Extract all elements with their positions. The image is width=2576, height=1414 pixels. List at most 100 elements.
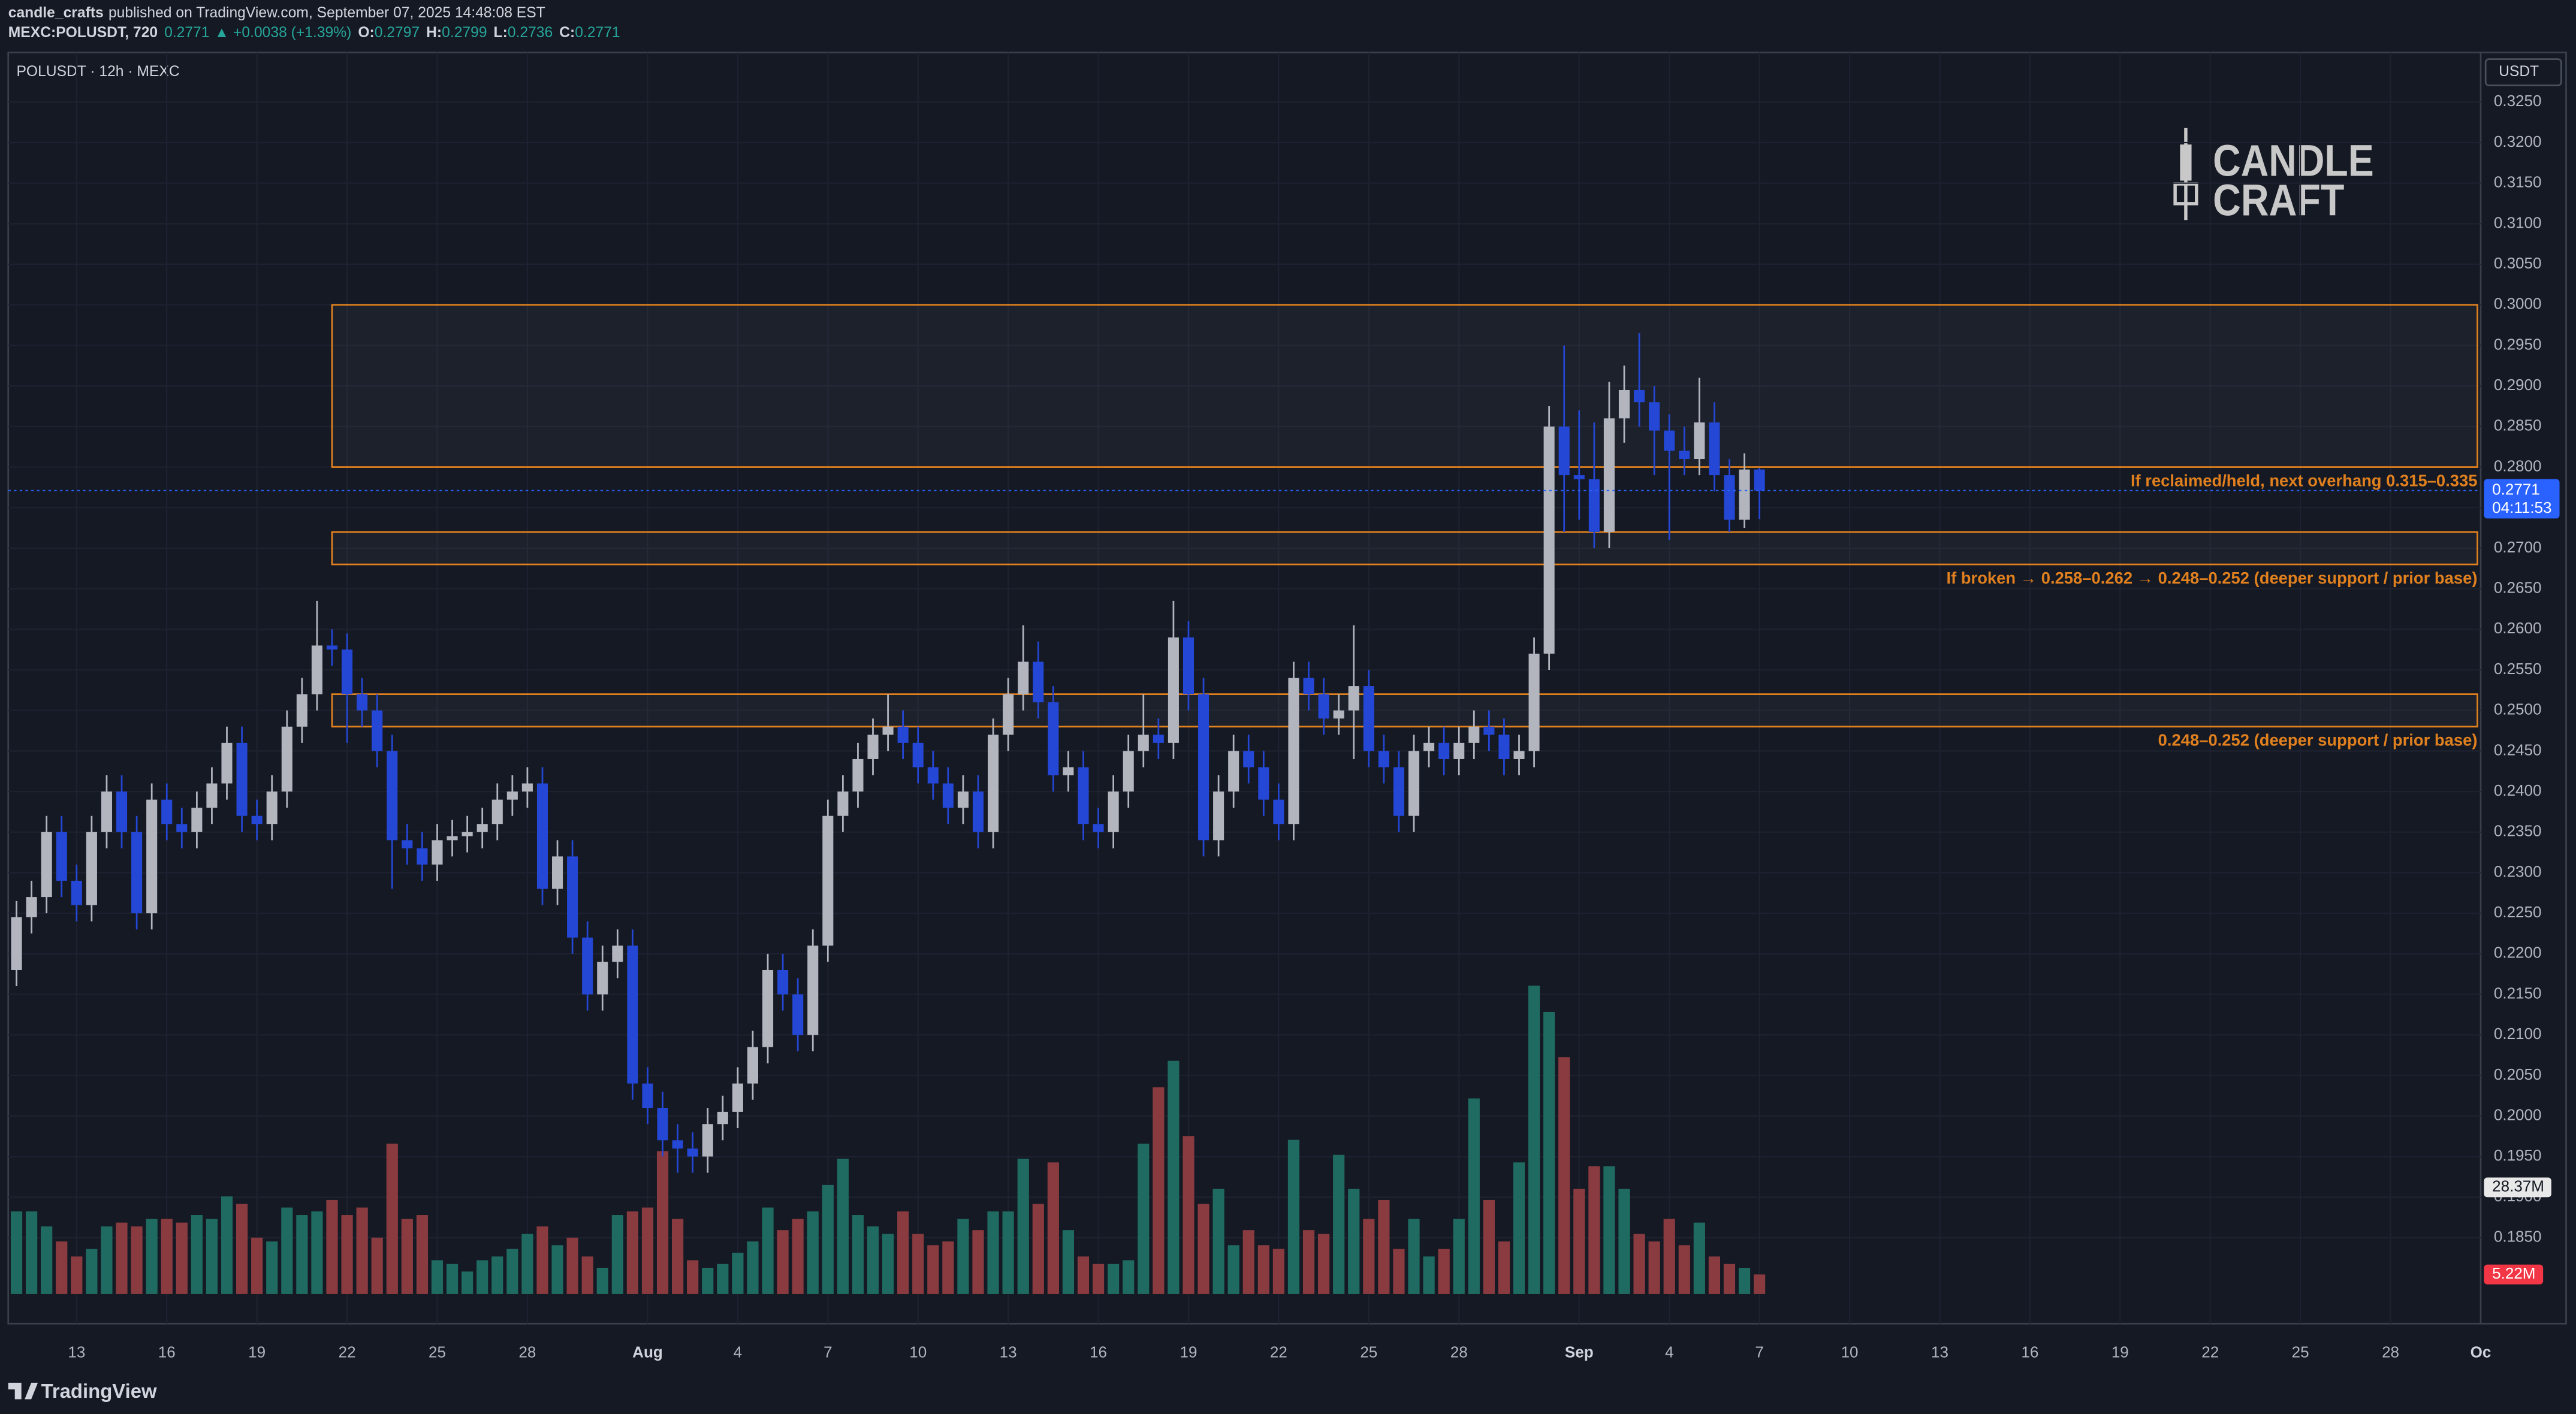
x-tick-label: 16 xyxy=(1090,1343,1107,1361)
annotation: 0.248–0.252 (deeper support / prior base… xyxy=(2158,731,2478,750)
candle-body xyxy=(1543,426,1555,654)
volume-bar xyxy=(1633,1234,1645,1294)
candle-body xyxy=(1333,710,1344,719)
change: ▲ +0.0038 (+1.39%) xyxy=(215,24,352,40)
volume-bar xyxy=(852,1215,864,1294)
y-tick-label: 0.3150 xyxy=(2494,173,2542,191)
x-tick-label: 19 xyxy=(2112,1343,2129,1361)
volume-bar xyxy=(1513,1162,1525,1294)
volume-bar xyxy=(1708,1256,1721,1294)
candle-body xyxy=(447,836,458,841)
candle-body xyxy=(1003,694,1014,735)
candle-body xyxy=(1453,742,1465,759)
x-tick-label: 13 xyxy=(1931,1343,1948,1361)
author: candle_crafts xyxy=(8,4,104,20)
x-tick-label: 10 xyxy=(909,1343,927,1361)
last-volume-label: 5.22M xyxy=(2492,1264,2535,1282)
candle-body xyxy=(702,1124,713,1157)
candle-body xyxy=(582,937,593,995)
ohlc-value: 0.2799 xyxy=(442,24,487,40)
candle-body xyxy=(1664,430,1675,451)
volume-bar xyxy=(1738,1267,1751,1294)
volume-bar xyxy=(1573,1189,1585,1294)
candle-body xyxy=(476,824,488,832)
y-tick-label: 0.2450 xyxy=(2494,741,2542,759)
candle-body xyxy=(792,994,804,1035)
candle-body xyxy=(1288,678,1299,824)
candle-body xyxy=(1679,451,1690,460)
zone xyxy=(331,304,2478,468)
candle-body xyxy=(536,783,548,889)
pane-title: POLUSDT · 12h · MEXC xyxy=(16,64,179,80)
volume-bar xyxy=(491,1256,503,1294)
volume-bar xyxy=(266,1241,278,1294)
candle-body xyxy=(972,791,984,832)
volume-bar xyxy=(897,1211,909,1294)
volume-bar xyxy=(656,1151,669,1294)
x-tick-label: 22 xyxy=(2201,1343,2219,1361)
x-tick-label: 22 xyxy=(1270,1343,1287,1361)
candle-body xyxy=(41,832,52,898)
volume-bar xyxy=(1678,1245,1690,1294)
y-tick-label: 0.2650 xyxy=(2494,579,2542,597)
candle-body xyxy=(852,759,864,792)
y-tick-label: 0.2400 xyxy=(2494,781,2542,799)
candle-body xyxy=(221,742,233,784)
volume-bar xyxy=(506,1249,518,1294)
volume-bar xyxy=(26,1211,38,1294)
candle-body xyxy=(101,791,113,832)
candle-body xyxy=(732,1083,743,1112)
header-line: MEXC:POLUSDT, 720 0.2771 ▲ +0.0038 (+1.39%… xyxy=(8,24,620,40)
candle-body xyxy=(311,645,322,694)
volume-bar xyxy=(702,1267,714,1294)
candle-body xyxy=(1138,735,1149,751)
volume-bar xyxy=(1423,1256,1435,1294)
candle-body xyxy=(357,694,368,711)
volume-bar xyxy=(1723,1264,1736,1294)
volume-bar xyxy=(371,1237,383,1294)
x-tick-label: Oc xyxy=(2471,1343,2491,1361)
volume-bar xyxy=(116,1222,128,1294)
y-tick-label: 0.2950 xyxy=(2494,335,2542,353)
candle-body xyxy=(521,783,533,792)
volume-bar xyxy=(41,1226,53,1294)
volume-bar xyxy=(1272,1249,1284,1294)
volume-bar xyxy=(551,1245,563,1294)
candle-body xyxy=(1573,475,1585,479)
candle-body xyxy=(567,856,578,938)
candle-body xyxy=(1649,402,1660,431)
footer-text: TradingView xyxy=(41,1380,157,1402)
candle-body xyxy=(56,832,67,881)
volume-bar xyxy=(1603,1166,1615,1294)
volume-bar xyxy=(1302,1230,1315,1294)
annotation: If broken → 0.258–0.262 → 0.248–0.252 (d… xyxy=(1946,569,2477,587)
volume-bar xyxy=(251,1237,263,1294)
header: candle_crafts published on TradingView.co… xyxy=(8,4,620,40)
candle-body xyxy=(807,945,819,1035)
volume-bar xyxy=(176,1222,188,1294)
ohlc-label: L: xyxy=(494,24,508,40)
x-tick-label: 10 xyxy=(1841,1343,1859,1361)
volume-bar xyxy=(71,1256,83,1294)
candle-body xyxy=(912,742,924,768)
volume-bar xyxy=(1483,1200,1495,1294)
candle-body xyxy=(1378,751,1389,768)
footer: TradingView xyxy=(8,1380,157,1402)
candle-body xyxy=(1018,661,1029,694)
volume-bar xyxy=(747,1241,759,1294)
volume-ma-label: 28.37M xyxy=(2492,1177,2544,1195)
y-tick-label: 0.2250 xyxy=(2494,903,2542,921)
x-tick-label: 4 xyxy=(1665,1343,1673,1361)
zone xyxy=(331,693,2478,728)
y-tick-label: 0.2050 xyxy=(2494,1065,2542,1083)
candle-body xyxy=(326,645,338,650)
candle-body xyxy=(1363,686,1374,751)
ohlc-label: O: xyxy=(358,24,374,40)
volume-bar xyxy=(987,1211,999,1294)
candle-body xyxy=(71,881,82,905)
volume-bar xyxy=(281,1207,293,1294)
volume-bar xyxy=(957,1219,969,1294)
volume-bar xyxy=(1618,1189,1630,1294)
x-tick-label: 7 xyxy=(824,1343,832,1361)
countdown: 04:11:53 xyxy=(2492,498,2551,516)
